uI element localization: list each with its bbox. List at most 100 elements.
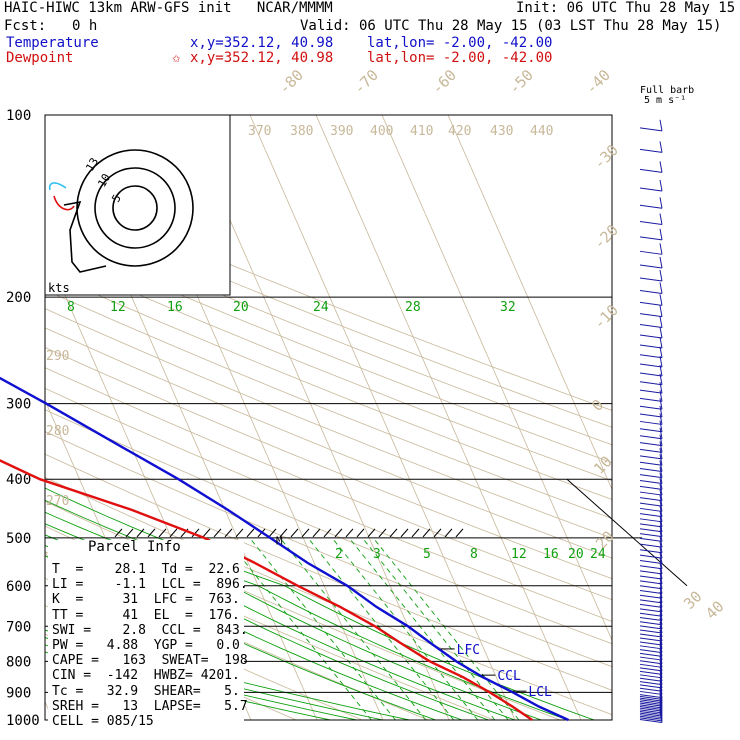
wind-barb-icon [639,695,663,700]
wind-barb-icon [659,373,663,385]
barb-scale-units: 5 m s⁻¹ [644,95,687,106]
isotherm-label: -10 [590,301,622,333]
wind-barb-icon [639,354,663,359]
wind-barb-icon [639,187,663,192]
mixing-ratio-label: 2 [335,547,343,562]
wind-barb-icon [639,621,663,626]
wind-barb-icon [659,652,663,664]
wind-barb-icon [659,405,663,418]
wind-barb-icon [659,495,663,507]
wind-barb-icon [659,663,663,675]
wind-barb-icon [639,575,663,580]
wind-barb-icon [639,148,663,153]
parcel-info-row: Tc = 32.9 SHEAR= 5. [52,683,240,699]
wind-barb-icon [639,715,663,720]
wind-barb-icon [639,221,663,226]
wind-barb-icon [659,605,663,617]
wind-barb-icon [639,491,663,496]
hatch-mark [202,528,211,538]
wind-barb-icon [659,659,663,671]
hatch-mark [235,528,244,538]
parcel-info-row: LI = -1.1 LCL = 896. [52,577,248,593]
wind-barb-icon [639,413,663,418]
mixing-ratio-line [279,537,427,720]
wind-barb-icon [639,612,663,617]
wind-barb-icon [639,710,663,715]
wind-barb-icon [639,381,663,386]
parcel-info-row: K = 31 LFC = 763. [52,592,240,608]
hodograph-ring [76,149,194,267]
hodograph-ring-label: 13 [83,156,101,174]
wind-barb-icon [659,645,663,657]
wind-barb-icon [639,497,663,502]
init-text: Init: 06 UTC Thu 28 May 15 [516,0,736,16]
dewpoint-line [0,459,533,721]
wind-barb-icon [639,603,663,608]
pressure-tick-label: 900 [6,685,31,701]
isotherm-label: -80 [275,66,307,98]
parcel-info-row: PW = 4.88 YGP = 0.0 [52,638,240,653]
pressure-tick-label: 700 [6,619,31,635]
dry-adiabat [45,346,612,580]
wind-barb-icon [659,530,663,542]
wind-barb-icon [639,301,663,306]
hatch-mark [268,528,277,538]
wind-barb-icon [639,718,663,723]
isotherm-label: -60 [428,66,460,98]
wind-barb-icon [639,168,663,173]
hatch-mark [158,528,167,538]
wind-barb-icon [639,289,663,294]
wind-barb-icon [639,560,663,565]
wind-barb-icon [639,649,663,654]
wind-barb-icon [659,243,663,255]
dry-adiabat [45,218,612,446]
isotherm-label: -40 [582,66,614,98]
hatch-mark [114,528,123,538]
moist-adiabat-label: 20 [233,300,249,315]
hodograph-trace-upper [48,182,67,191]
wind-barb-icon [659,587,663,599]
hatch-mark [378,528,387,538]
hatch-mark [191,528,200,538]
wind-barb-icon [639,480,663,485]
hodograph-panel [44,114,231,296]
wind-barb-icon [639,442,663,447]
wind-barb-icon [639,236,663,241]
wind-barb-icon [659,683,663,695]
wind-barb-icon [639,652,663,657]
wind-barb-icon [639,704,663,709]
theta-label: 390 [330,124,353,139]
wind-barb-icon [659,582,663,594]
wind-barb-icon [659,557,663,569]
marker-label: M [276,534,283,547]
hodograph-ring-label: 10 [95,172,113,190]
hatch-mark [433,528,442,538]
wind-barb-icon [639,660,663,665]
dewpoint-location: x,y=352.12, 40.98 lat,lon= -2.00, -42.00 [190,50,553,66]
wind-barb-icon [639,714,663,719]
mixing-ratio-label: 8 [470,547,478,562]
hatch-mark [411,528,420,538]
wind-barb-icon [639,533,663,538]
parcel-info-row: CIN = -142 HWBZ= 4201. [52,668,240,684]
wind-barb-icon [659,454,663,466]
hatch-mark [455,528,464,538]
wind-barb-icon [639,677,663,682]
barb-scale-label: Full barb [640,85,695,96]
theta-label: 370 [248,124,271,139]
isotherm-line [447,115,612,491]
wind-barb-icon [659,572,663,585]
fcst-value: 0 h [72,18,98,34]
theta-label: 410 [410,124,433,139]
pressure-tick-label: 200 [6,290,31,306]
wind-barb-icon [639,645,663,650]
wind-barb-icon [659,269,663,282]
wind-barb-icon [659,228,663,240]
wind-barb-icon [659,179,663,192]
theta-label: 440 [530,124,553,139]
wind-barb-icon [639,709,663,714]
wind-barb-icon [639,712,663,717]
wind-barb-icon [639,670,663,675]
hatch-mark [279,528,288,538]
wind-barb-icon [639,372,663,377]
